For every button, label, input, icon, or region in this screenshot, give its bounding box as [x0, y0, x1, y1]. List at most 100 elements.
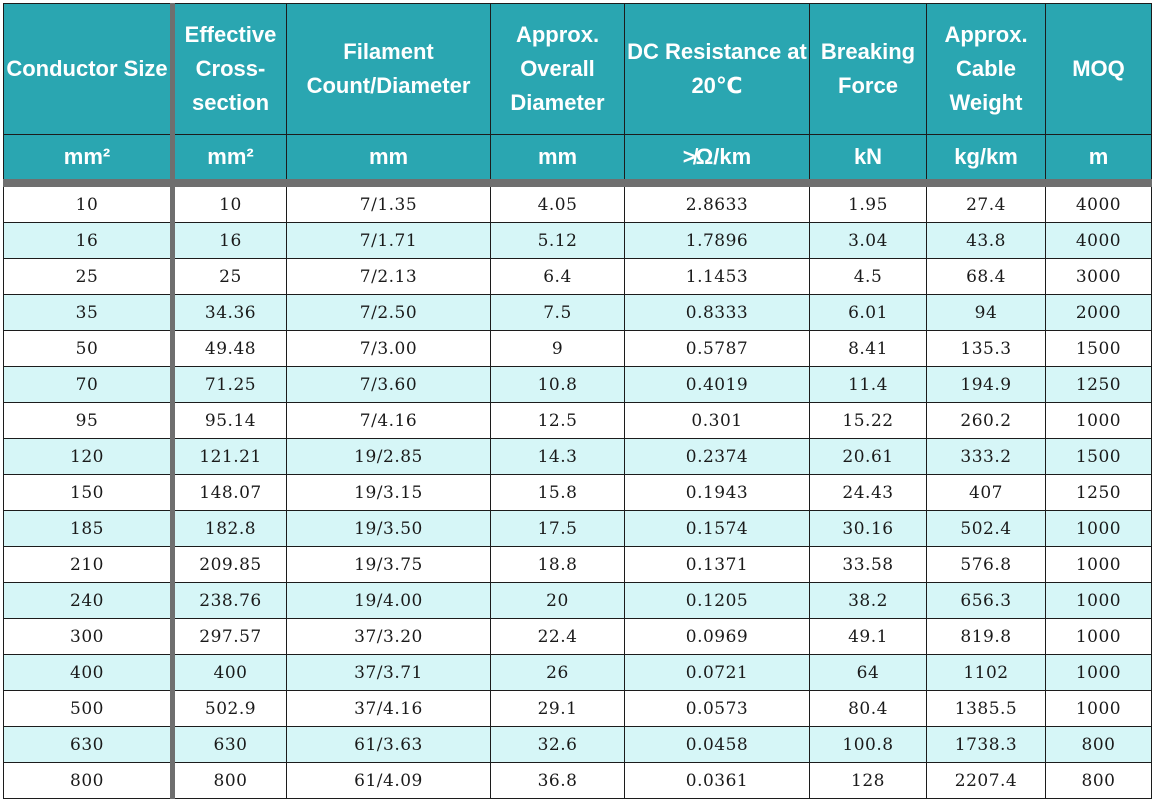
conductor-size-cell: 300 [3, 618, 175, 655]
filament-cell: 37/3.20 [286, 618, 491, 655]
cable-weight-cell: 194.9 [926, 366, 1046, 403]
overall-diameter-cell: 12.5 [490, 402, 625, 439]
cable-spec-table: Conductor Size Effective Cross-section F… [3, 3, 1152, 799]
moq-cell: 3000 [1045, 258, 1152, 295]
dc-resistance-cell: 0.0721 [624, 654, 810, 691]
dc-resistance-cell: 0.2374 [624, 438, 810, 475]
cable-weight-cell: 1385.5 [926, 690, 1046, 727]
conductor-size-cell: 800 [3, 762, 175, 799]
moq-cell: 800 [1045, 762, 1152, 799]
cable-weight-cell: 656.3 [926, 582, 1046, 619]
cross-section-cell: 121.21 [172, 438, 287, 475]
overall-diameter-cell: 29.1 [490, 690, 625, 727]
table-row: 16 16 7/1.71 5.12 1.7896 3.04 43.8 4000 [3, 222, 1152, 259]
unit-moq: m [1045, 134, 1152, 187]
dc-resistance-cell: 0.301 [624, 402, 810, 439]
conductor-size-cell: 16 [3, 222, 175, 259]
table-row: 35 34.36 7/2.50 7.5 0.8333 6.01 94 2000 [3, 294, 1152, 331]
dc-resistance-cell: 1.7896 [624, 222, 810, 259]
header-effective-cross-section: Effective Cross-section [172, 3, 287, 135]
table-row: 400 400 37/3.71 26 0.0721 64 1102 1000 [3, 654, 1152, 691]
header-dc-resistance: DC Resistance at 20℃ [624, 3, 810, 135]
moq-cell: 1250 [1045, 366, 1152, 403]
dc-resistance-cell: 0.0969 [624, 618, 810, 655]
dc-resistance-cell: 0.1943 [624, 474, 810, 511]
cable-weight-cell: 27.4 [926, 182, 1046, 223]
filament-cell: 37/3.71 [286, 654, 491, 691]
dc-resistance-cell: 2.8633 [624, 182, 810, 223]
moq-cell: 1500 [1045, 330, 1152, 367]
filament-cell: 19/4.00 [286, 582, 491, 619]
table-body: 10 10 7/1.35 4.05 2.8633 1.95 27.4 4000 16 16 7/1.… [3, 182, 1152, 799]
header-breaking-force: Breaking Force [809, 3, 927, 135]
breaking-force-cell: 11.4 [809, 366, 927, 403]
filament-cell: 7/2.50 [286, 294, 491, 331]
conductor-size-cell: 70 [3, 366, 175, 403]
overall-diameter-cell: 18.8 [490, 546, 625, 583]
overall-diameter-cell: 17.5 [490, 510, 625, 547]
overall-diameter-cell: 32.6 [490, 726, 625, 763]
conductor-size-cell: 240 [3, 582, 175, 619]
table-row: 800 800 61/4.09 36.8 0.0361 128 2207.4 800 [3, 762, 1152, 799]
dc-resistance-cell: 1.1453 [624, 258, 810, 295]
breaking-force-cell: 4.5 [809, 258, 927, 295]
moq-cell: 1500 [1045, 438, 1152, 475]
table-row: 630 630 61/3.63 32.6 0.0458 100.8 1738.3 800 [3, 726, 1152, 763]
moq-cell: 2000 [1045, 294, 1152, 331]
moq-cell: 1000 [1045, 546, 1152, 583]
cable-weight-cell: 1738.3 [926, 726, 1046, 763]
overall-diameter-cell: 6.4 [490, 258, 625, 295]
table-row: 120 121.21 19/2.85 14.3 0.2374 20.61 333.2 1500 [3, 438, 1152, 475]
breaking-force-cell: 80.4 [809, 690, 927, 727]
cross-section-cell: 182.8 [172, 510, 287, 547]
overall-diameter-cell: 4.05 [490, 182, 625, 223]
header-overall-diameter: Approx. Overall Diameter [490, 3, 625, 135]
cross-section-cell: 25 [172, 258, 287, 295]
unit-filament-count-diameter: mm [286, 134, 491, 187]
cross-section-cell: 95.14 [172, 402, 287, 439]
breaking-force-cell: 24.43 [809, 474, 927, 511]
conductor-size-cell: 10 [3, 182, 175, 223]
units-row: mm² mm² mm mm ≯Ω/km kN kg/km m [3, 134, 1152, 187]
breaking-force-cell: 49.1 [809, 618, 927, 655]
overall-diameter-cell: 22.4 [490, 618, 625, 655]
header-conductor-size: Conductor Size [3, 3, 175, 135]
moq-cell: 4000 [1045, 222, 1152, 259]
moq-cell: 1000 [1045, 654, 1152, 691]
overall-diameter-cell: 14.3 [490, 438, 625, 475]
unit-conductor-size: mm² [3, 134, 175, 187]
cable-weight-cell: 576.8 [926, 546, 1046, 583]
moq-cell: 1000 [1045, 582, 1152, 619]
breaking-force-cell: 6.01 [809, 294, 927, 331]
overall-diameter-cell: 7.5 [490, 294, 625, 331]
overall-diameter-cell: 10.8 [490, 366, 625, 403]
cross-section-cell: 71.25 [172, 366, 287, 403]
cable-weight-cell: 2207.4 [926, 762, 1046, 799]
cross-section-cell: 34.36 [172, 294, 287, 331]
filament-cell: 19/3.50 [286, 510, 491, 547]
header-cable-weight: Approx. Cable Weight [926, 3, 1046, 135]
dc-resistance-cell: 0.1205 [624, 582, 810, 619]
moq-cell: 1000 [1045, 510, 1152, 547]
unit-breaking-force: kN [809, 134, 927, 187]
cross-section-cell: 630 [172, 726, 287, 763]
breaking-force-cell: 20.61 [809, 438, 927, 475]
moq-cell: 1000 [1045, 402, 1152, 439]
filament-cell: 7/1.71 [286, 222, 491, 259]
breaking-force-cell: 3.04 [809, 222, 927, 259]
conductor-size-cell: 35 [3, 294, 175, 331]
filament-cell: 19/3.75 [286, 546, 491, 583]
breaking-force-cell: 30.16 [809, 510, 927, 547]
conductor-size-cell: 120 [3, 438, 175, 475]
filament-cell: 37/4.16 [286, 690, 491, 727]
overall-diameter-cell: 20 [490, 582, 625, 619]
filament-cell: 7/1.35 [286, 182, 491, 223]
cable-weight-cell: 333.2 [926, 438, 1046, 475]
moq-cell: 1000 [1045, 690, 1152, 727]
filament-cell: 61/4.09 [286, 762, 491, 799]
conductor-size-cell: 50 [3, 330, 175, 367]
dc-resistance-cell: 0.4019 [624, 366, 810, 403]
table-row: 300 297.57 37/3.20 22.4 0.0969 49.1 819.8 1000 [3, 618, 1152, 655]
conductor-size-cell: 25 [3, 258, 175, 295]
header-moq: MOQ [1045, 3, 1152, 135]
